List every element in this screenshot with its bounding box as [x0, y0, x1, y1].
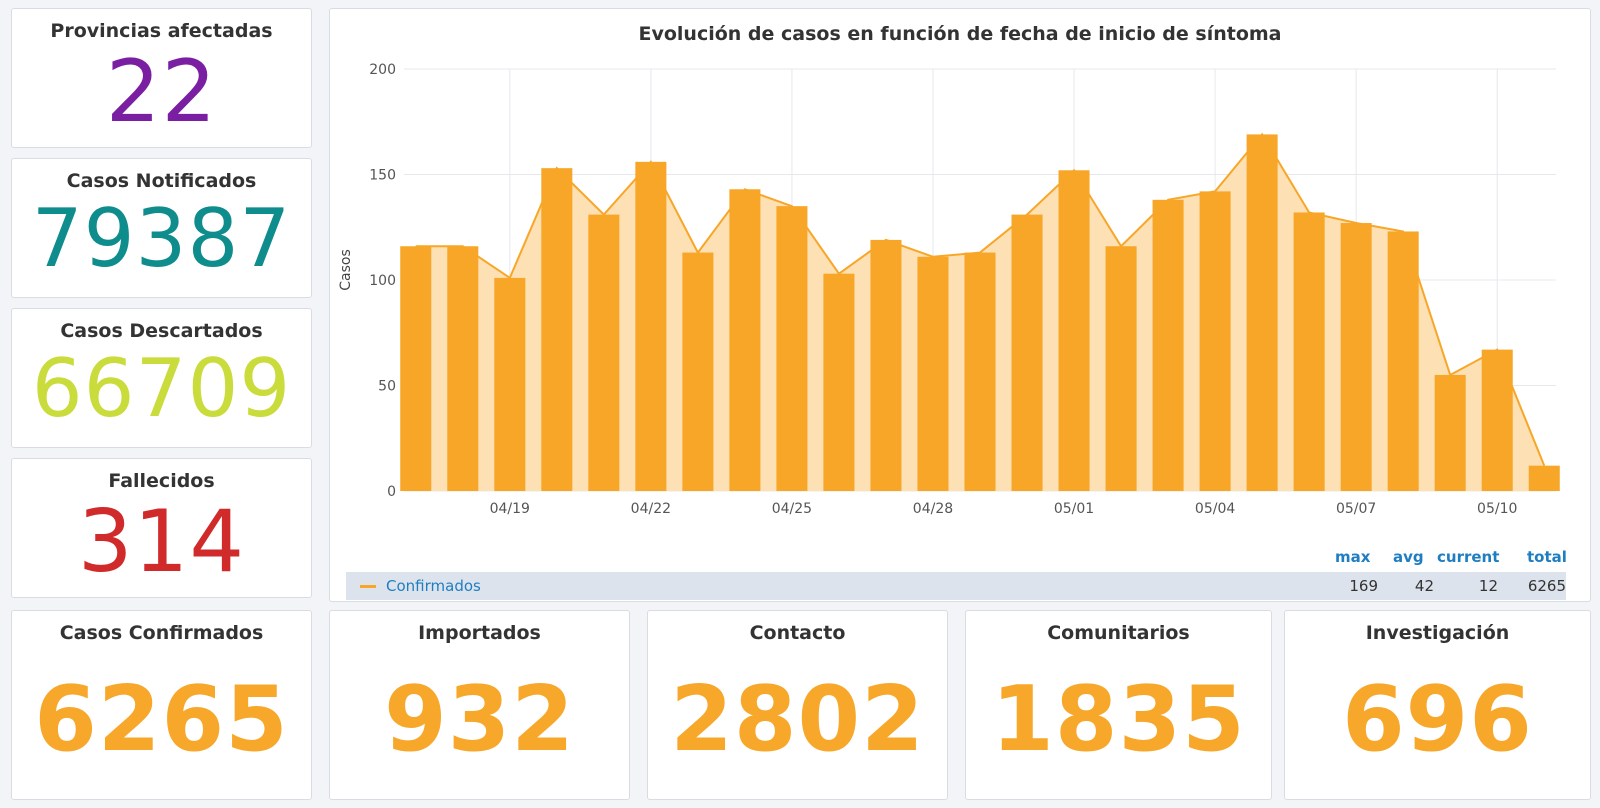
stat-value: 2802	[670, 667, 925, 772]
bar	[588, 214, 620, 491]
stat-value: 66709	[31, 342, 292, 435]
stat-panel-importados: Importados 932	[329, 610, 630, 800]
legend-series-name[interactable]: Confirmados	[386, 577, 481, 595]
stat-panel-descartados: Casos Descartados 66709	[11, 308, 312, 448]
bar	[1105, 246, 1137, 491]
x-tick-label: 04/25	[772, 501, 812, 517]
y-tick-label: 200	[369, 62, 396, 78]
series-swatch	[360, 585, 376, 588]
y-tick-label: 50	[378, 379, 396, 395]
bar	[729, 189, 761, 491]
bar	[682, 252, 714, 491]
bar	[1293, 212, 1325, 492]
bar	[400, 246, 432, 491]
legend-current-value: 12	[1478, 577, 1498, 595]
stat-title: Fallecidos	[108, 470, 215, 492]
stat-value: 1835	[991, 667, 1246, 772]
stat-title: Casos Confirmados	[59, 622, 264, 644]
stat-panel-confirmados: Casos Confirmados 6265	[11, 610, 312, 800]
bar	[1152, 199, 1184, 491]
y-tick-label: 100	[369, 273, 396, 289]
stat-title: Casos Descartados	[60, 320, 263, 342]
bar	[823, 273, 855, 491]
legend-header-max[interactable]: max	[1335, 548, 1371, 566]
bar	[1434, 374, 1466, 491]
legend-header-total[interactable]: total	[1527, 548, 1567, 566]
legend-avg-value: 42	[1414, 577, 1434, 595]
bar	[1058, 170, 1090, 491]
bar	[1011, 214, 1043, 491]
stat-value: 22	[105, 42, 218, 142]
stat-panel-comunitarios: Comunitarios 1835	[965, 610, 1272, 800]
x-tick-label: 05/10	[1477, 501, 1517, 517]
stat-title: Importados	[418, 622, 541, 644]
bar	[635, 161, 667, 491]
x-tick-label: 05/07	[1336, 501, 1376, 517]
y-tick-label: 150	[369, 168, 396, 184]
chart-title: Evolución de casos en función de fecha d…	[638, 23, 1282, 45]
bar	[541, 168, 573, 492]
series-line	[415, 132, 1546, 467]
legend-header-current[interactable]: current	[1437, 548, 1500, 566]
legend-total-value: 6265	[1527, 577, 1566, 595]
legend-max-value: 169	[1349, 577, 1378, 595]
stat-panel-notificados: Casos Notificados 79387	[11, 158, 312, 298]
y-tick-label: 0	[387, 484, 396, 500]
stat-value: 932	[384, 667, 575, 772]
x-tick-label: 04/28	[913, 501, 953, 517]
x-tick-label: 04/22	[631, 501, 671, 517]
stat-value: 314	[77, 492, 246, 592]
bar-chart: 0 50 100 150 200 04/19 04/22 04/25 04/28 05/01 05/…	[338, 62, 1560, 517]
bar	[494, 277, 526, 491]
bar	[1340, 223, 1372, 491]
legend-row-confirmados[interactable]: Confirmados 169 42 12 6265	[346, 572, 1566, 600]
bar	[1481, 349, 1513, 491]
stat-title: Provincias afectadas	[50, 20, 273, 42]
y-axis-label: Casos	[338, 249, 354, 291]
bar	[1387, 231, 1419, 491]
chart-panel: Evolución de casos en función de fecha d…	[329, 8, 1591, 602]
bar	[964, 252, 996, 491]
stat-panel-investigacion: Investigación 696	[1284, 610, 1591, 800]
stat-value: 6265	[34, 667, 289, 772]
bar	[776, 206, 808, 491]
stat-title: Casos Notificados	[66, 170, 257, 192]
stat-panel-provincias: Provincias afectadas 22	[11, 8, 312, 148]
legend-header-avg[interactable]: avg	[1393, 548, 1424, 566]
bar	[870, 239, 902, 491]
x-tick-label: 04/19	[490, 501, 530, 517]
bar	[1528, 465, 1560, 491]
stat-panel-fallecidos: Fallecidos 314	[11, 458, 312, 598]
stat-panel-contacto: Contacto 2802	[647, 610, 948, 800]
stat-title: Contacto	[749, 622, 846, 644]
bar	[1246, 134, 1278, 491]
bar	[917, 256, 949, 491]
x-tick-label: 05/01	[1054, 501, 1094, 517]
stat-value: 696	[1342, 667, 1533, 772]
bar	[447, 246, 479, 491]
bar	[1199, 191, 1231, 491]
x-tick-label: 05/04	[1195, 501, 1235, 517]
stat-value: 79387	[31, 192, 292, 285]
stat-title: Comunitarios	[1047, 622, 1190, 644]
stat-title: Investigación	[1365, 622, 1510, 644]
